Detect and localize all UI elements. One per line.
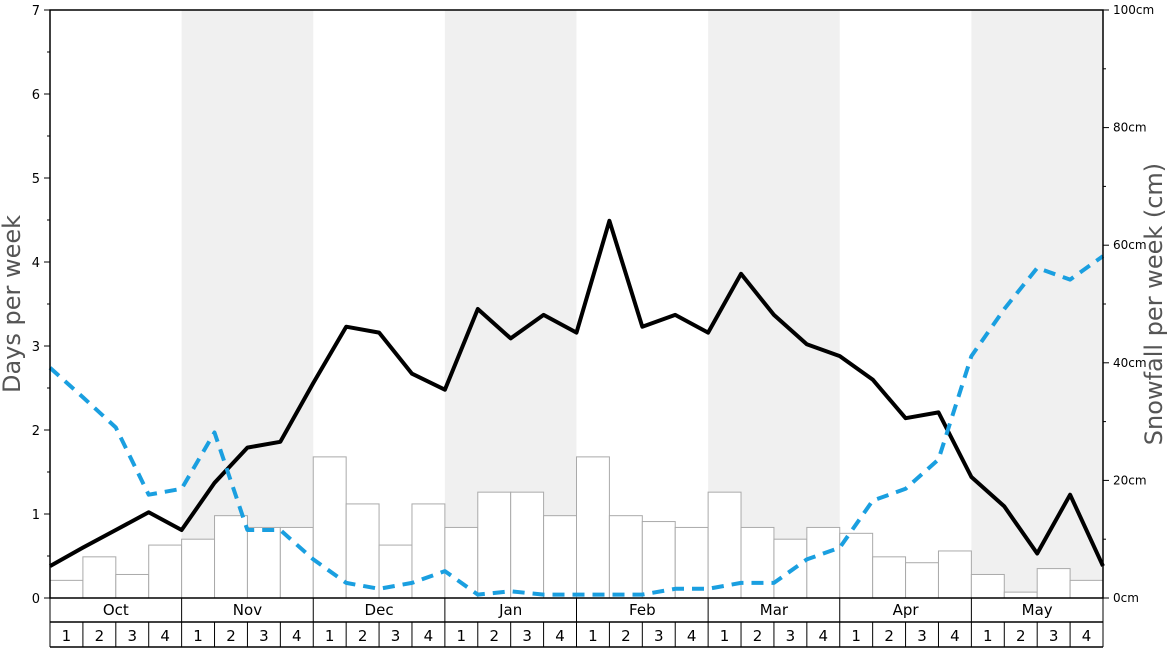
week-label: 4 [555,627,565,645]
week-row: 1 2 3 4 1 2 3 4 1 2 3 4 1 2 3 4 1 2 3 4 1 2 3 4 1 2 3 4 1 2 3 4 [49,622,1104,648]
month-row: Oct Nov Dec Jan Feb Mar Apr May [49,598,1104,623]
snowfall-bar [148,544,183,599]
snowfall-bar [872,556,907,599]
snowfall-bar [444,526,479,599]
snowfall-bar [214,515,248,599]
right-axis: 0cm 20cm 40cm 60cm 80cm 100cm [1103,3,1154,605]
snowfall-bar [674,526,709,599]
week-label: 1 [62,627,72,645]
snowfall-bar [543,515,577,599]
snowfall-bar [411,503,446,599]
snowfall-bar [82,556,117,599]
snowfall-bar [312,456,347,599]
week-label: 4 [950,627,960,645]
month-band-may [971,10,1103,598]
week-label: 1 [588,627,598,645]
week-label: 2 [358,627,368,645]
series-line-dashed [48,254,1105,597]
left-tick-label: 1 [32,508,40,523]
snowfall-bar [1036,568,1071,599]
week-label: 4 [1082,627,1092,645]
week-label: 1 [457,627,467,645]
week-label: 4 [819,627,829,645]
month-label: May [1022,601,1053,619]
week-label: 2 [753,627,763,645]
left-tick-label: 0 [32,592,40,607]
week-label: 4 [424,627,434,645]
week-label: 1 [983,627,993,645]
right-tick-label: 80cm [1113,121,1147,135]
month-bands [181,10,1103,598]
snowfall-bar [477,491,512,599]
week-label: 1 [325,627,335,645]
left-tick-label: 3 [32,340,40,355]
left-tick-label: 7 [32,4,40,19]
week-label: 3 [917,627,927,645]
snowfall-bar [510,491,545,599]
week-label: 3 [1049,627,1059,645]
snowfall-bar [905,562,939,599]
right-tick-label: 100cm [1113,3,1154,17]
snowfall-bar [806,526,841,599]
month-label: Apr [893,601,920,619]
week-label: 3 [786,627,796,645]
snowfall-bar [608,515,643,599]
month-label: Mar [760,601,789,619]
snowfall-bar [1069,579,1104,599]
right-axis-title: Snowfall per week (cm) [1140,163,1168,445]
week-label: 3 [391,627,401,645]
left-tick-label: 4 [32,256,40,271]
week-label: 3 [654,627,664,645]
week-label: 1 [720,627,730,645]
left-axis: 0 1 2 3 4 5 6 7 [32,4,50,607]
month-label: Jan [498,601,522,619]
snowfall-bar [1003,591,1038,599]
snowfall-bar [773,538,808,599]
week-label: 4 [160,627,170,645]
snowfall-bar [839,532,874,599]
week-label: 2 [226,627,236,645]
week-label: 1 [193,627,203,645]
snowfall-bar [279,526,314,599]
week-label: 1 [851,627,861,645]
snowfall-bar [246,526,281,599]
month-band-nov [181,10,314,598]
week-label: 3 [259,627,269,645]
left-tick-label: 6 [32,88,40,103]
snowfall-bars [49,456,1104,599]
week-label: 2 [621,627,631,645]
snowfall-bar [641,521,676,599]
week-label: 3 [522,627,532,645]
week-label: 2 [95,627,105,645]
month-label: Feb [629,601,656,619]
snowfall-bar [378,544,413,599]
right-tick-label: 20cm [1113,473,1147,487]
snowfall-bar [49,579,84,599]
month-label: Nov [233,601,262,619]
week-label: 2 [489,627,499,645]
left-axis-title: Days per week [0,215,26,393]
week-label: 4 [687,627,697,645]
snowfall-bar [707,491,742,599]
week-label: 2 [1016,627,1026,645]
right-tick-label: 0cm [1113,591,1139,605]
week-label: 3 [127,627,137,645]
week-label: 2 [884,627,894,645]
snowfall-bar [937,550,972,599]
week-label: 4 [292,627,302,645]
snowfall-bar [181,538,216,599]
month-label: Oct [103,601,129,619]
month-label: Dec [365,601,394,619]
snowfall-bar [740,526,775,599]
right-tick-label: 60cm [1113,238,1147,252]
snowfall-bar [576,456,610,599]
right-tick-label: 40cm [1113,356,1147,370]
left-tick-label: 5 [32,172,40,187]
snowfall-bar [970,573,1005,599]
series-lines [48,218,1105,597]
snowfall-bar [115,573,150,599]
left-tick-label: 2 [32,424,40,439]
